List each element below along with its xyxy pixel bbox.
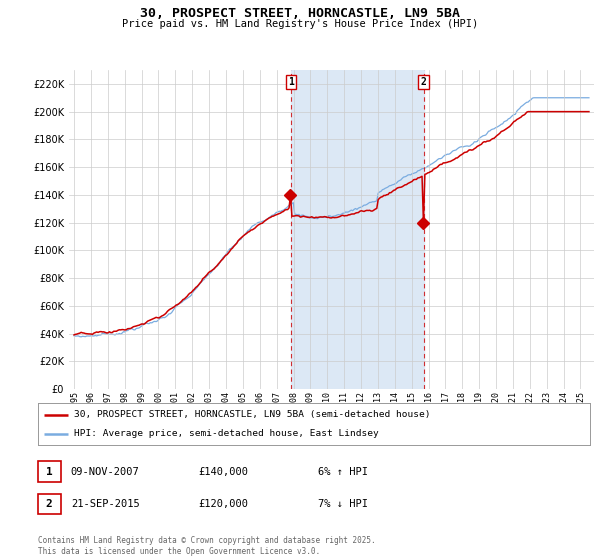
Text: Price paid vs. HM Land Registry's House Price Index (HPI): Price paid vs. HM Land Registry's House … — [122, 19, 478, 29]
Text: 30, PROSPECT STREET, HORNCASTLE, LN9 5BA (semi-detached house): 30, PROSPECT STREET, HORNCASTLE, LN9 5BA… — [74, 410, 430, 419]
Text: 1: 1 — [46, 466, 53, 477]
Text: 2: 2 — [421, 77, 427, 87]
Text: HPI: Average price, semi-detached house, East Lindsey: HPI: Average price, semi-detached house,… — [74, 430, 379, 438]
Text: 09-NOV-2007: 09-NOV-2007 — [71, 466, 140, 477]
Text: 2: 2 — [46, 499, 53, 509]
Text: 1: 1 — [288, 77, 294, 87]
Text: 7% ↓ HPI: 7% ↓ HPI — [318, 499, 368, 509]
Text: 21-SEP-2015: 21-SEP-2015 — [71, 499, 140, 509]
Text: £140,000: £140,000 — [198, 466, 248, 477]
Text: 6% ↑ HPI: 6% ↑ HPI — [318, 466, 368, 477]
Bar — [291, 70, 424, 389]
Text: £120,000: £120,000 — [198, 499, 248, 509]
Text: 30, PROSPECT STREET, HORNCASTLE, LN9 5BA: 30, PROSPECT STREET, HORNCASTLE, LN9 5BA — [140, 7, 460, 20]
Text: Contains HM Land Registry data © Crown copyright and database right 2025.
This d: Contains HM Land Registry data © Crown c… — [38, 536, 376, 556]
